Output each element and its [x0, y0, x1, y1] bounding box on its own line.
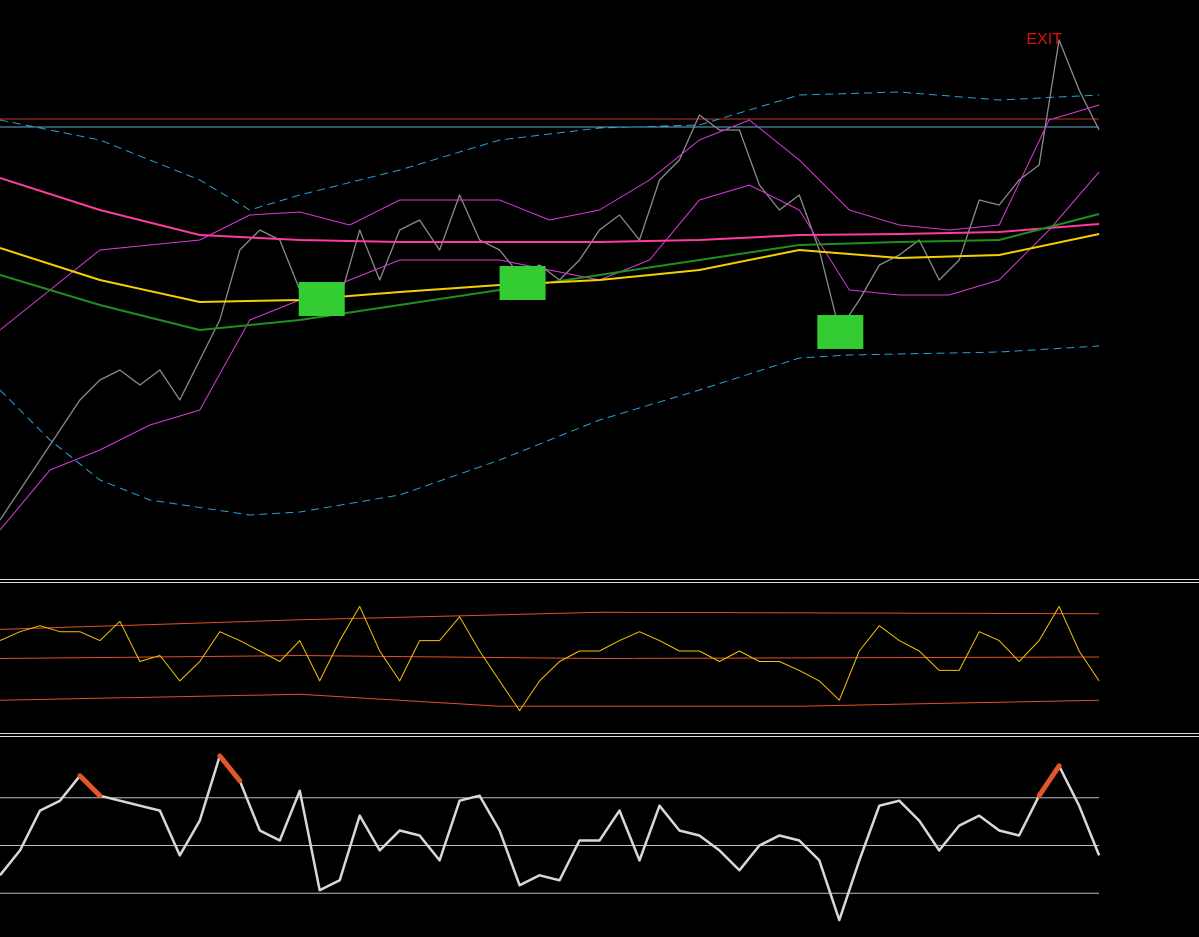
signal-box — [499, 266, 546, 300]
momentum — [0, 754, 1101, 922]
envelope-upper — [0, 104, 1100, 331]
band-lower — [0, 693, 1100, 707]
band-upper — [0, 611, 1100, 630]
annotation: EXIT — [1026, 31, 1062, 48]
band-middle — [0, 655, 1100, 659]
signal-box — [817, 315, 864, 349]
ma-yellow — [0, 233, 1100, 303]
signal-box — [298, 282, 345, 316]
ma-pink — [0, 177, 1100, 243]
high-highlight — [77, 773, 103, 799]
lower-band — [0, 345, 1100, 516]
high-highlight — [1036, 763, 1062, 799]
high-highlight — [217, 753, 243, 784]
upper-band — [0, 91, 1100, 211]
oscillator — [0, 605, 1100, 712]
